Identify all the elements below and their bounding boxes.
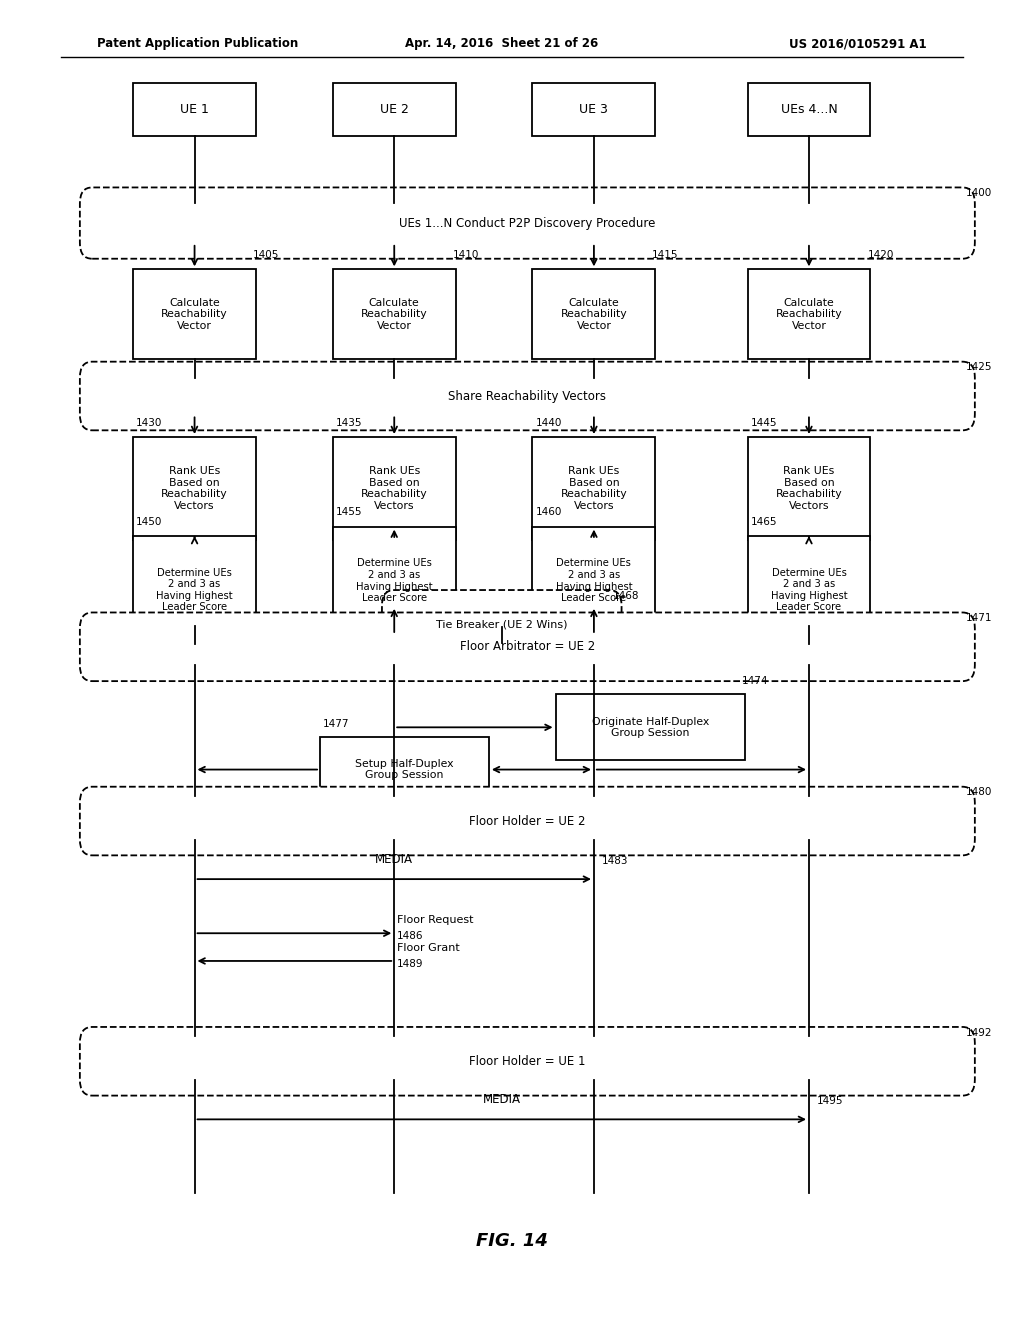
Text: Originate Half-Duplex
Group Session: Originate Half-Duplex Group Session: [592, 717, 709, 738]
Text: Rank UEs
Based on
Reachability
Vectors: Rank UEs Based on Reachability Vectors: [775, 466, 843, 511]
Text: Floor Arbitrator = UE 2: Floor Arbitrator = UE 2: [460, 640, 595, 653]
Text: Determine UEs
2 and 3 as
Having Highest
Leader Score: Determine UEs 2 and 3 as Having Highest …: [356, 558, 432, 603]
Text: 1471: 1471: [966, 612, 992, 623]
Text: Floor Holder = UE 1: Floor Holder = UE 1: [469, 1055, 586, 1068]
Text: 1460: 1460: [536, 507, 562, 517]
FancyBboxPatch shape: [748, 536, 870, 644]
Text: 1489: 1489: [397, 958, 424, 969]
Text: Setup Half-Duplex
Group Session: Setup Half-Duplex Group Session: [355, 759, 454, 780]
FancyBboxPatch shape: [532, 437, 655, 540]
FancyBboxPatch shape: [133, 269, 256, 359]
Text: Floor Grant: Floor Grant: [397, 942, 460, 953]
FancyBboxPatch shape: [80, 187, 975, 259]
Text: 1477: 1477: [324, 718, 349, 729]
FancyBboxPatch shape: [133, 437, 256, 540]
Text: Apr. 14, 2016  Sheet 21 of 26: Apr. 14, 2016 Sheet 21 of 26: [406, 37, 598, 50]
Text: 1486: 1486: [397, 931, 424, 941]
Text: Determine UEs
2 and 3 as
Having Highest
Leader Score: Determine UEs 2 and 3 as Having Highest …: [556, 558, 632, 603]
Text: UE 1: UE 1: [180, 103, 209, 116]
Text: 1455: 1455: [336, 507, 362, 517]
FancyBboxPatch shape: [382, 590, 622, 659]
FancyBboxPatch shape: [80, 787, 975, 855]
Text: Rank UEs
Based on
Reachability
Vectors: Rank UEs Based on Reachability Vectors: [360, 466, 428, 511]
Text: US 2016/0105291 A1: US 2016/0105291 A1: [790, 37, 927, 50]
FancyBboxPatch shape: [748, 269, 870, 359]
Text: 1468: 1468: [612, 590, 639, 601]
FancyBboxPatch shape: [555, 694, 745, 760]
FancyBboxPatch shape: [333, 83, 456, 136]
Text: 1445: 1445: [751, 417, 777, 428]
FancyBboxPatch shape: [748, 437, 870, 540]
FancyBboxPatch shape: [80, 362, 975, 430]
Text: FIG. 14: FIG. 14: [476, 1232, 548, 1250]
Text: 1450: 1450: [136, 516, 163, 527]
Text: Patent Application Publication: Patent Application Publication: [97, 37, 299, 50]
Text: 1483: 1483: [602, 855, 629, 866]
Text: Determine UEs
2 and 3 as
Having Highest
Leader Score: Determine UEs 2 and 3 as Having Highest …: [771, 568, 847, 612]
Text: 1410: 1410: [453, 249, 479, 260]
Text: Calculate
Reachability
Vector: Calculate Reachability Vector: [161, 297, 228, 331]
Text: Rank UEs
Based on
Reachability
Vectors: Rank UEs Based on Reachability Vectors: [161, 466, 228, 511]
FancyBboxPatch shape: [133, 536, 256, 644]
Text: Determine UEs
2 and 3 as
Having Highest
Leader Score: Determine UEs 2 and 3 as Having Highest …: [157, 568, 232, 612]
Text: UEs 1...N Conduct P2P Discovery Procedure: UEs 1...N Conduct P2P Discovery Procedur…: [399, 216, 655, 230]
Text: 1430: 1430: [136, 417, 163, 428]
Text: Tie Breaker (UE 2 Wins): Tie Breaker (UE 2 Wins): [436, 619, 567, 630]
Text: 1425: 1425: [966, 362, 992, 372]
FancyBboxPatch shape: [319, 737, 489, 803]
Text: UE 3: UE 3: [580, 103, 608, 116]
Text: 1440: 1440: [536, 417, 562, 428]
FancyBboxPatch shape: [748, 83, 870, 136]
Text: Floor Request: Floor Request: [397, 915, 474, 925]
Text: Rank UEs
Based on
Reachability
Vectors: Rank UEs Based on Reachability Vectors: [560, 466, 628, 511]
Text: 1420: 1420: [867, 249, 894, 260]
FancyBboxPatch shape: [133, 83, 256, 136]
FancyBboxPatch shape: [333, 527, 456, 635]
Text: 1415: 1415: [652, 249, 679, 260]
Text: Calculate
Reachability
Vector: Calculate Reachability Vector: [775, 297, 843, 331]
Text: 1495: 1495: [817, 1096, 844, 1106]
Text: 1405: 1405: [253, 249, 280, 260]
Text: Calculate
Reachability
Vector: Calculate Reachability Vector: [360, 297, 428, 331]
FancyBboxPatch shape: [80, 1027, 975, 1096]
Text: UE 2: UE 2: [380, 103, 409, 116]
Text: UEs 4...N: UEs 4...N: [780, 103, 838, 116]
Text: 1474: 1474: [741, 676, 768, 686]
Text: Share Reachability Vectors: Share Reachability Vectors: [449, 389, 606, 403]
Text: 1492: 1492: [966, 1027, 992, 1038]
Text: 1435: 1435: [336, 417, 362, 428]
Text: Calculate
Reachability
Vector: Calculate Reachability Vector: [560, 297, 628, 331]
FancyBboxPatch shape: [333, 269, 456, 359]
Text: 1400: 1400: [966, 187, 992, 198]
FancyBboxPatch shape: [333, 437, 456, 540]
Text: 1480: 1480: [966, 787, 992, 797]
FancyBboxPatch shape: [80, 612, 975, 681]
Text: 1465: 1465: [751, 516, 777, 527]
Text: MEDIA: MEDIA: [375, 853, 414, 866]
FancyBboxPatch shape: [532, 269, 655, 359]
Text: MEDIA: MEDIA: [482, 1093, 521, 1106]
FancyBboxPatch shape: [532, 83, 655, 136]
Text: Floor Holder = UE 2: Floor Holder = UE 2: [469, 814, 586, 828]
FancyBboxPatch shape: [532, 527, 655, 635]
